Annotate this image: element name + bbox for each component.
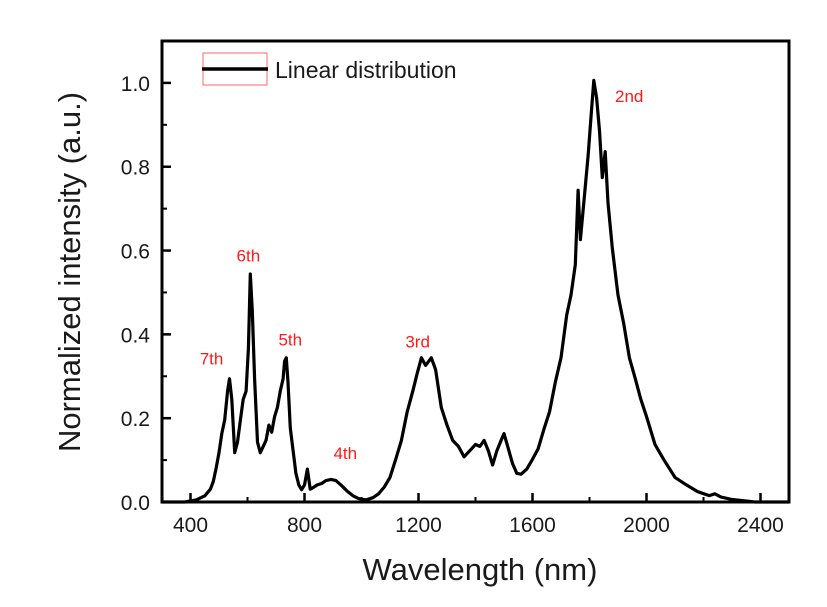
x-tick-label: 2000 (623, 514, 670, 537)
x-tick-label: 1600 (509, 514, 556, 537)
y-tick-label: 0.4 (121, 324, 151, 347)
peak-label-5th: 5th (278, 330, 302, 349)
x-tick-label: 1200 (395, 514, 442, 537)
y-tick-label: 0.6 (121, 241, 150, 264)
peak-annotations: 7th 6th 5th 4th 3rd 2nd (200, 87, 644, 463)
x-tick-label: 800 (287, 514, 322, 537)
y-tick-label: 1.0 (121, 73, 150, 96)
peak-label-4th: 4th (333, 444, 357, 463)
y-tick-label: 0.0 (121, 492, 150, 515)
peak-label-2nd: 2nd (615, 87, 643, 106)
y-tick-label: 0.8 (121, 157, 150, 180)
y-axis-title: Normalized intensity (a.u.) (52, 92, 87, 452)
plot-frame (160, 39, 791, 504)
legend: Linear distribution (202, 52, 457, 86)
x-axis-title: Wavelength (nm) (363, 552, 598, 587)
x-tick-label: 2400 (737, 514, 784, 537)
peak-label-7th: 7th (200, 349, 224, 368)
peak-label-6th: 6th (237, 247, 261, 266)
y-tick-label: 0.2 (121, 408, 150, 431)
x-tick-label: 400 (173, 514, 208, 537)
peak-label-3rd: 3rd (405, 332, 430, 351)
legend-label: Linear distribution (275, 57, 457, 83)
series-line-linear-distribution (162, 78, 789, 504)
axis-tick-labels: 400 800 1200 1600 2000 2400 0.0 0.2 0.4 0.6 0.8 1.0 (121, 73, 784, 537)
